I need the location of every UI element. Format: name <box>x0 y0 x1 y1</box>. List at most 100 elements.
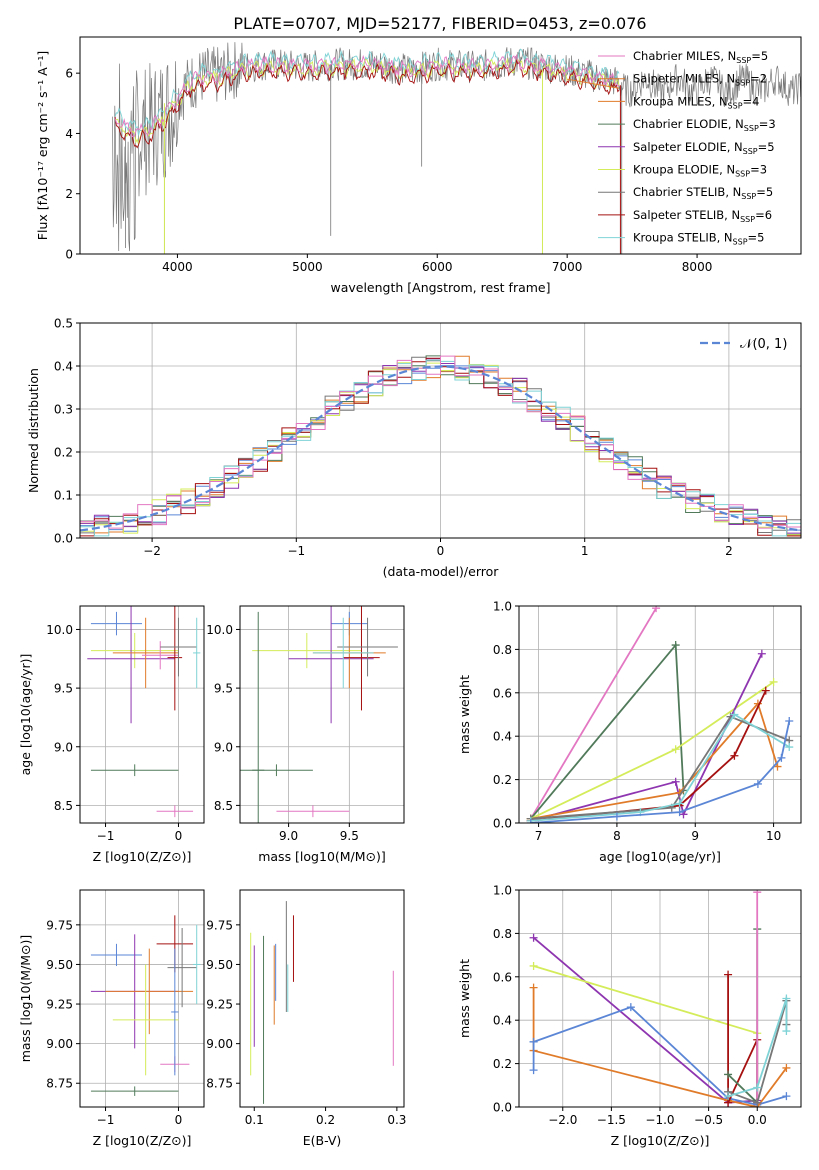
x-tick-label: 0.2 <box>316 1113 335 1127</box>
x-tick-label: 8 <box>613 829 621 843</box>
y-tick-label: 0.4 <box>493 1014 512 1028</box>
axes-frame <box>518 605 802 824</box>
x-axis-label: wavelength [Angstrom, rest frame] <box>330 280 550 295</box>
model-spectrum <box>114 48 620 136</box>
legend-label: Kroupa STELIB, NSSP=5 <box>633 231 764 247</box>
y-tick-label: 2 <box>65 187 73 201</box>
weight-marker <box>753 890 762 897</box>
y-tick-label: 1.0 <box>493 884 512 898</box>
legend-label: Chabrier MILES, NSSP=5 <box>633 49 768 65</box>
legend-value: =3 <box>759 117 776 131</box>
weight-marker <box>753 1098 762 1107</box>
legend-subscript: SSP <box>744 124 759 133</box>
panel-weight-age: 7 8 9 10 0.0 0.2 0.4 0.6 0.8 1.0 age [log10(age/yr… <box>457 600 802 864</box>
legend-subscript: SSP <box>736 56 751 65</box>
weight-marker <box>757 649 766 658</box>
histogram-series <box>80 355 801 529</box>
x-tick-label: 7 <box>535 829 543 843</box>
y-tick-label: 9.50 <box>206 958 233 972</box>
legend-value: =5 <box>748 231 765 245</box>
y-axis-label: mass weight <box>457 959 472 1038</box>
y-tick-label: 9.5 <box>54 682 73 696</box>
legend-label: Chabrier STELIB, NSSP=5 <box>633 185 773 201</box>
legend-label: Salpeter MILES, NSSP=2 <box>633 72 767 88</box>
legend-subscript: SSP <box>735 79 750 88</box>
weight-marker <box>724 1070 733 1079</box>
x-tick-label: 0.0 <box>748 1113 767 1127</box>
weight-marker <box>529 961 538 970</box>
legend-subscript: SSP <box>740 215 755 224</box>
figure-title: PLATE=0707, MJD=52177, FIBERID=0453, z=0… <box>233 14 646 33</box>
plot-area-spectrum <box>112 42 801 254</box>
weight-marker <box>724 1092 733 1101</box>
y-tick-label: 9.75 <box>46 918 73 932</box>
weight-marker <box>785 743 794 752</box>
x-axis-label: E(B-V) <box>303 1133 342 1148</box>
weight-line <box>530 720 791 823</box>
x-tick-label: 1 <box>581 544 589 558</box>
x-tick-label: −2 <box>143 544 161 558</box>
x-tick-label: 10 <box>766 829 781 843</box>
weight-marker <box>671 777 680 786</box>
y-tick-label: 4 <box>65 127 73 141</box>
panel-mass-EBV: 0.1 0.2 0.3 8.75 9.00 9.25 9.50 9.75 E(B-V) <box>206 889 406 1148</box>
weight-marker <box>529 1037 538 1046</box>
x-axis-label: mass [log10(M/M⊙)] <box>258 849 386 864</box>
weight-marker <box>675 799 684 808</box>
weight-marker <box>626 1003 635 1012</box>
legend-subscript: SSP <box>733 238 748 247</box>
legend-label: Salpeter ELODIE, NSSP=5 <box>633 140 775 156</box>
weight-marker <box>675 808 684 817</box>
y-tick-label: 0.0 <box>54 532 73 546</box>
y-tick-label: 0.2 <box>54 446 73 460</box>
plot-area-age-mass <box>240 606 404 823</box>
weight-marker <box>529 1066 538 1075</box>
weight-marker <box>782 1027 791 1036</box>
weight-marker <box>782 1092 791 1101</box>
legend-value: =2 <box>750 72 767 86</box>
y-tick-label: 10.0 <box>206 623 233 637</box>
x-tick-label: 9 <box>691 829 699 843</box>
weight-marker <box>785 717 794 726</box>
y-tick-label: 8.75 <box>46 1077 73 1091</box>
y-axis-label: Normed distribution <box>26 368 41 493</box>
panels-layer: Chabrier MILES, NSSP=5 Salpeter MILES, NS… <box>18 36 802 1148</box>
x-tick-label: 2 <box>725 544 733 558</box>
legend-value: =6 <box>755 208 772 222</box>
plot-area-mass-Z <box>80 890 204 1107</box>
x-tick-label: −1.0 <box>645 1113 674 1127</box>
weight-marker <box>730 751 739 760</box>
y-tick-label: 0.5 <box>54 317 73 331</box>
x-tick-label: 7000 <box>552 260 583 274</box>
plot-area-residuals <box>80 323 801 538</box>
weight-marker <box>526 819 535 823</box>
y-tick-label: 0 <box>65 248 73 262</box>
weight-marker <box>773 762 782 771</box>
y-axis-label: mass weight <box>457 675 472 754</box>
y-tick-label: 10.0 <box>46 623 73 637</box>
x-tick-label: −1.5 <box>597 1113 626 1127</box>
y-tick-label: 0.2 <box>493 773 512 787</box>
axes-frame <box>79 36 802 255</box>
x-tick-label: −1 <box>97 1113 115 1127</box>
y-tick-label: 6 <box>65 67 73 81</box>
y-tick-label: 9.25 <box>206 998 233 1012</box>
weight-marker <box>730 710 739 719</box>
x-tick-label: 0 <box>437 544 445 558</box>
y-tick-label: 0.6 <box>493 970 512 984</box>
model-spectrum <box>114 53 620 138</box>
plot-area-age-Z <box>80 606 204 823</box>
weight-marker <box>753 779 762 788</box>
x-tick-label: −2.0 <box>548 1113 577 1127</box>
x-axis-label: Z [log10(Z/Z⊙)] <box>93 1133 192 1148</box>
legend-value: =5 <box>758 140 775 154</box>
weight-line <box>727 998 788 1098</box>
y-tick-label: 9.00 <box>46 1037 73 1051</box>
axes-frame <box>239 889 405 1108</box>
panel-age-Z: −1 0 8.5 9.0 9.5 10.0 Z [log10(Z/Z⊙)] age [log1… <box>18 605 205 864</box>
legend-subscript: SSP <box>728 101 743 110</box>
y-tick-label: 0.0 <box>493 817 512 831</box>
weight-line <box>530 607 657 820</box>
